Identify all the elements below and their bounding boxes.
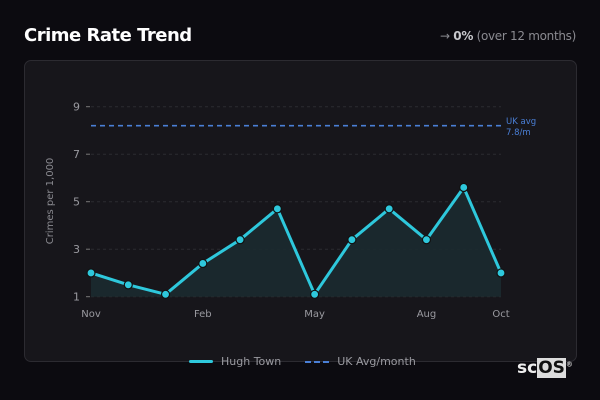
data-point xyxy=(384,204,394,214)
data-point xyxy=(496,268,506,278)
legend-swatch-dashed xyxy=(305,360,330,363)
data-point xyxy=(272,204,282,214)
data-point xyxy=(459,182,469,193)
data-point xyxy=(235,235,245,245)
legend-label: Hugh Town xyxy=(221,355,282,368)
arrow-right-icon: → xyxy=(440,29,450,43)
y-tick-label: 3 xyxy=(73,243,80,256)
data-point xyxy=(310,289,320,299)
uk-avg-label: UK avg xyxy=(506,117,536,127)
data-point xyxy=(198,258,208,269)
x-tick-label: Feb xyxy=(194,309,212,320)
y-axis-label: Crimes per 1,000 xyxy=(45,158,56,245)
x-tick-label: Aug xyxy=(417,309,437,320)
y-tick-label: 9 xyxy=(73,101,80,114)
data-point xyxy=(421,235,432,245)
area-fill xyxy=(91,187,501,297)
x-tick-label: Oct xyxy=(492,309,509,320)
chart-title: Crime Rate Trend xyxy=(24,25,192,46)
x-tick-label: Nov xyxy=(81,309,101,320)
data-point xyxy=(347,235,357,245)
logo: scOS® xyxy=(517,358,573,378)
data-point xyxy=(160,289,171,299)
uk-avg-value: 7.8/m xyxy=(506,128,531,138)
trend-change: → 0% (over 12 months) xyxy=(440,29,576,43)
data-point xyxy=(123,280,133,290)
legend: Hugh Town UK Avg/month xyxy=(189,355,440,368)
x-tick-label: May xyxy=(304,309,325,320)
legend-label: UK Avg/month xyxy=(337,355,416,368)
series-line xyxy=(90,185,503,296)
change-value: 0% xyxy=(453,29,474,43)
chart-card xyxy=(24,60,577,362)
y-tick-label: 7 xyxy=(73,148,80,161)
data-point xyxy=(86,268,96,278)
change-period: (over 12 months) xyxy=(476,29,577,43)
legend-swatch-solid xyxy=(189,360,213,363)
legend-item-hugh-town[interactable]: Hugh Town xyxy=(189,355,281,368)
y-tick-label: 1 xyxy=(73,291,80,304)
legend-item-uk-avg[interactable]: UK Avg/month xyxy=(305,355,416,368)
y-tick-label: 5 xyxy=(73,196,80,209)
